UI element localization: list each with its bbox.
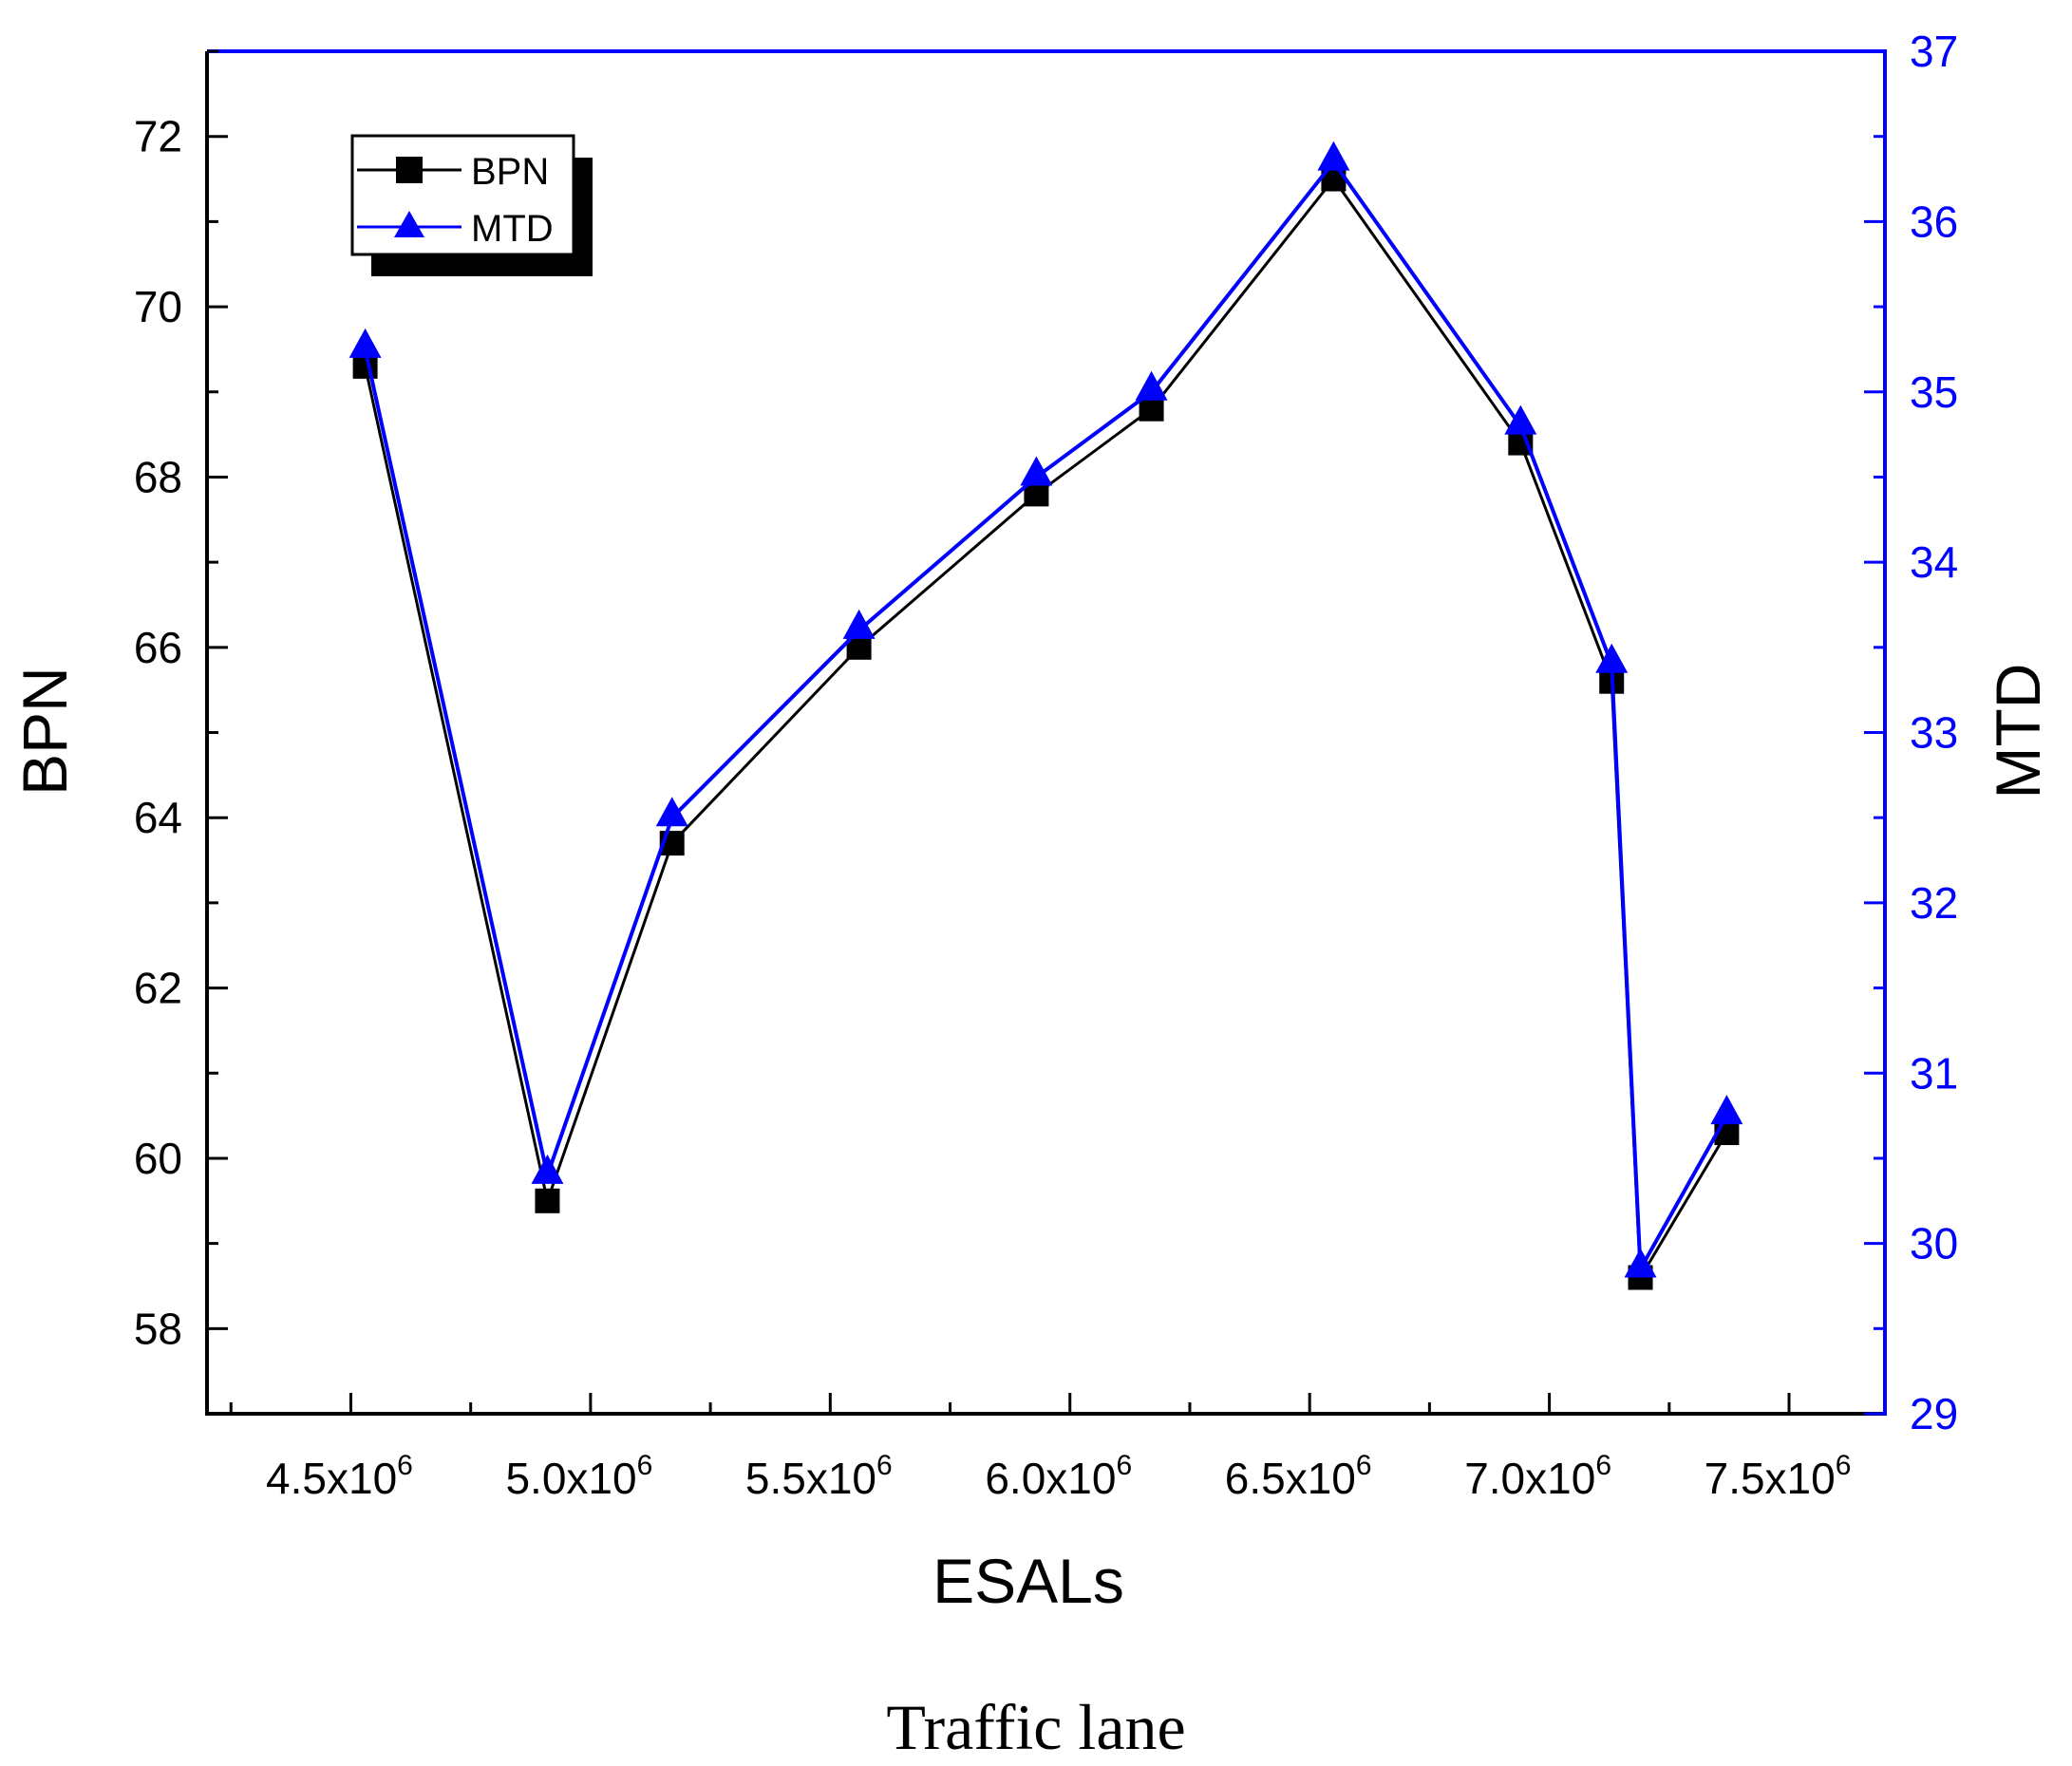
x-tick-label: 4.5x106 xyxy=(266,1450,413,1503)
series-layer xyxy=(348,141,1743,1290)
mtd-point xyxy=(1624,1248,1657,1278)
legend-bpn-marker xyxy=(396,157,423,183)
mtd-point xyxy=(1710,1095,1743,1125)
mtd-point xyxy=(1504,404,1537,435)
legend-mtd-marker xyxy=(394,211,424,237)
y-tick-label: 64 xyxy=(134,793,182,842)
y-tick-label: 62 xyxy=(134,964,182,1013)
mtd-point xyxy=(1020,456,1053,486)
y-tick-label: 72 xyxy=(134,112,182,161)
caption-text: Traffic lane xyxy=(886,1691,1186,1763)
mtd-point xyxy=(655,797,688,827)
left-y-axis-ticks: 58 60 62 64 66 68 70 72 xyxy=(134,49,228,1416)
left-y-axis-title: BPN xyxy=(9,667,80,796)
legend-bpn-label: BPN xyxy=(471,151,549,193)
y2-tick-label: 30 xyxy=(1910,1219,1958,1268)
y2-tick-label: 37 xyxy=(1910,27,1958,76)
y2-tick-label: 35 xyxy=(1910,367,1958,417)
x-tick-label: 7.0x106 xyxy=(1464,1450,1611,1503)
y-tick-label: 58 xyxy=(134,1304,182,1353)
x-tick-label: 6.5x106 xyxy=(1225,1450,1372,1503)
y-tick-label: 68 xyxy=(134,452,182,501)
bpn-point xyxy=(1139,396,1164,422)
mtd-point xyxy=(348,328,382,358)
y2-tick-label: 32 xyxy=(1910,878,1958,928)
y2-tick-label: 34 xyxy=(1910,537,1958,587)
figure-caption: Traffic lane xyxy=(0,1690,2072,1765)
x-tick-label: 7.5x106 xyxy=(1705,1450,1852,1503)
y-tick-label: 70 xyxy=(134,282,182,331)
mtd-point xyxy=(1595,643,1629,673)
y-tick-label: 60 xyxy=(134,1134,182,1183)
right-y-axis-title: MTD xyxy=(1983,664,2053,799)
y2-tick-label: 33 xyxy=(1910,708,1958,758)
x-tick-label: 5.5x106 xyxy=(745,1450,893,1503)
legend-box xyxy=(350,134,575,256)
x-tick-label: 6.0x106 xyxy=(985,1450,1132,1503)
x-tick-label: 5.0x106 xyxy=(505,1450,652,1503)
legend: BPN MTD xyxy=(350,134,593,276)
right-y-axis-ticks: 29 30 31 32 33 34 35 36 37 xyxy=(1864,27,1958,1438)
mtd-point xyxy=(531,1154,564,1184)
mtd-point xyxy=(842,609,876,639)
x-axis-ticks: 4.5x106 5.0x106 5.5x106 6.0x106 6.5x106 7.0x1… xyxy=(229,1393,1852,1503)
y2-tick-label: 29 xyxy=(1910,1389,1958,1438)
mtd-point xyxy=(1135,370,1168,401)
y-tick-label: 66 xyxy=(134,623,182,672)
y2-tick-label: 31 xyxy=(1910,1048,1958,1098)
bpn-point xyxy=(535,1188,560,1213)
mtd-series-line xyxy=(363,160,1729,1271)
x-axis-title: ESALs xyxy=(932,1546,1124,1616)
mtd-point xyxy=(1317,141,1350,171)
legend-mtd-label: MTD xyxy=(471,208,554,250)
y2-tick-label: 36 xyxy=(1910,197,1958,246)
